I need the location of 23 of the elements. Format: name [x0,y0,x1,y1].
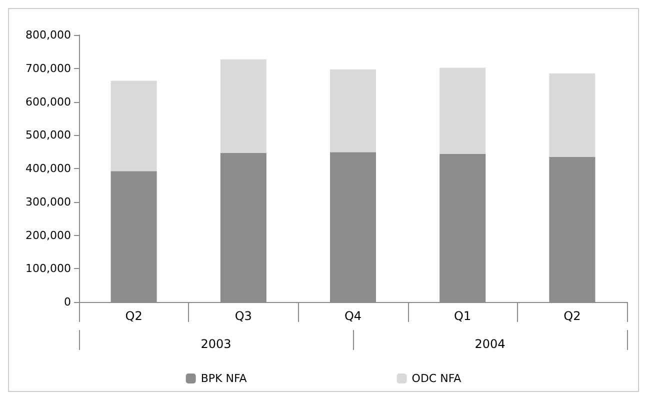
bar [330,69,376,152]
bar [110,80,157,172]
y-tick-label: 200,000 [26,228,71,242]
y-tick-label: 500,000 [26,128,71,142]
text: 2004 [474,337,506,351]
x-tick-label: Q3 [234,309,252,323]
y-tick-label: 600,000 [26,95,71,108]
legend-label: ODC NFA [412,372,462,385]
x-tick-label: Q2 [125,309,142,323]
bar [220,59,266,153]
y-tick-label: 0 [64,296,71,308]
y-tick-label: 100,000 [26,262,71,276]
y-tick-label: 300,000 [26,195,71,208]
bar [549,73,596,157]
x-tick-label: Q4 [344,309,362,323]
y-tick-label: 700,000 [26,62,71,75]
bar [440,68,486,154]
legend-label: BPK NFA [200,372,248,385]
y-tick-label: 400,000 [26,162,71,175]
x-tick-label: Q2 [564,309,581,323]
text: 2003 [200,337,232,351]
y-tick-label: 800,000 [26,28,71,42]
x-tick-label: Q1 [454,309,472,323]
